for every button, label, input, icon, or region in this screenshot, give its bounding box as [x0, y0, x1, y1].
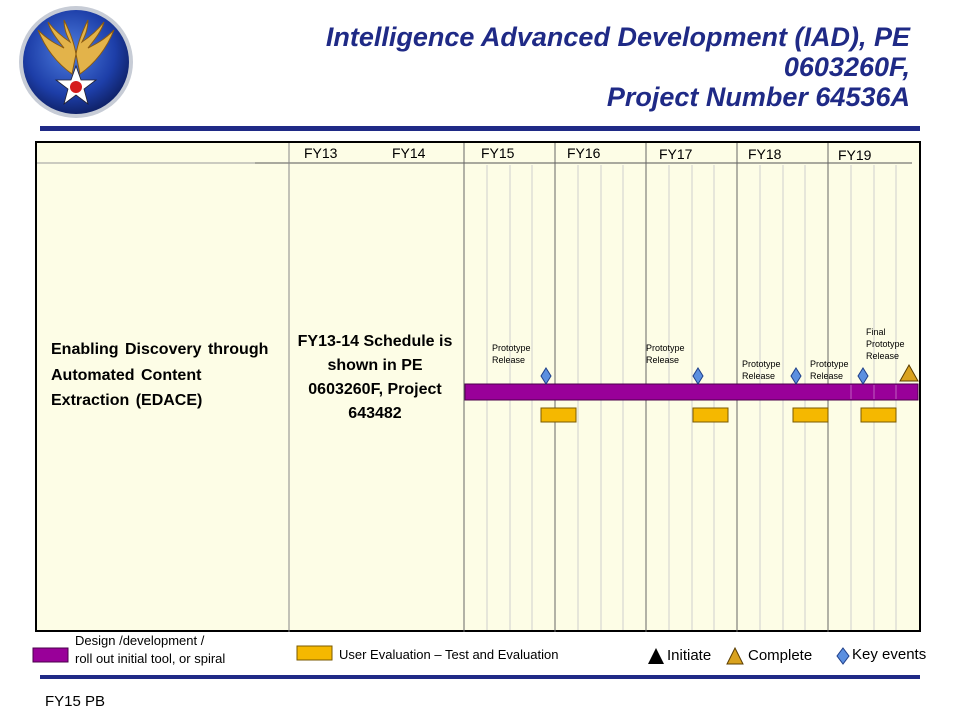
fy-label: FY14 [392, 145, 426, 161]
usaf-hap-arnold-wings-icon [19, 6, 133, 118]
event-label: Prototype Release [646, 343, 685, 365]
key-event-diamond [540, 367, 552, 385]
legend-user-eval-swatch [296, 645, 333, 661]
page-title-line-1: Intelligence Advanced Development (IAD),… [325, 22, 910, 52]
legend-key-events-label: Key events [852, 646, 927, 663]
page-title-line-3: Project Number 64536A [606, 82, 910, 112]
key-event-diamond [692, 367, 704, 385]
legend-user-eval-label: User Evaluation – Test and Evaluation [339, 647, 559, 662]
schedule-note: FY13-14 Schedule is shown in PE 0603260F… [297, 333, 453, 422]
complete-triangle [899, 363, 919, 382]
legend-initiate-label: Initiate [667, 647, 712, 664]
design-development-bar [464, 383, 919, 401]
fy-label: FY13 [304, 145, 338, 161]
event-label: Prototype Release [810, 359, 849, 381]
legend-complete-triangle [726, 646, 744, 665]
user-evaluation-bar [692, 407, 729, 423]
legend-design-swatch [32, 647, 69, 663]
task-label: Enabling Discovery through Automated Con… [51, 341, 269, 409]
fy-label: FY16 [567, 145, 601, 161]
event-label: Prototype Release [742, 359, 781, 381]
legend-complete-label: Complete [748, 647, 813, 664]
key-event-diamond [790, 367, 802, 385]
legend-design-label: Design /development / roll out initial t… [75, 633, 226, 666]
fy-label: FY19 [838, 147, 872, 163]
header-rule [40, 126, 920, 131]
key-event-diamond [857, 367, 869, 385]
fy-label: FY15 [481, 145, 515, 161]
fy-label: FY17 [659, 146, 693, 162]
event-label: Prototype Release [492, 343, 531, 365]
footer-label: FY15 PB [45, 693, 106, 710]
legend-key-event-diamond [836, 647, 850, 665]
legend-initiate-triangle [648, 648, 664, 664]
footer-rule [40, 675, 920, 679]
bar-segment-ticks [850, 385, 897, 399]
event-label: Final Prototype Release [866, 327, 905, 361]
user-evaluation-bar [540, 407, 577, 423]
fy-label: FY18 [748, 146, 782, 162]
user-evaluation-bar [860, 407, 897, 423]
page-title-line-2: 0603260F, [783, 52, 910, 82]
user-evaluation-bar [792, 407, 829, 423]
